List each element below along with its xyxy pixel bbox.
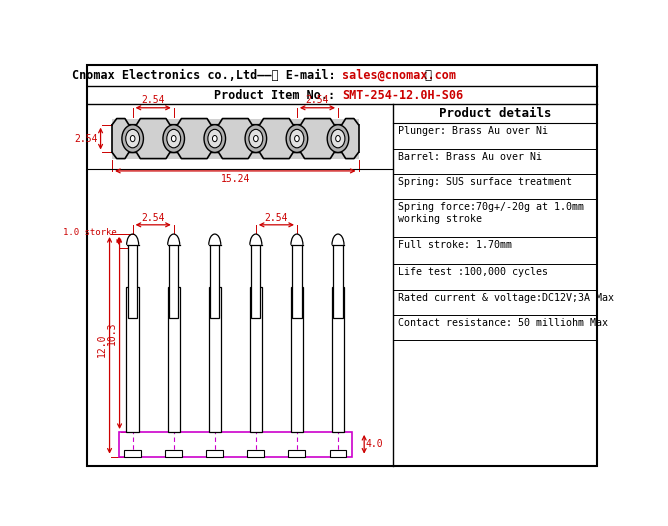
- Text: 2.54: 2.54: [142, 213, 165, 222]
- Text: 4.0: 4.0: [365, 439, 383, 449]
- Text: 10.3: 10.3: [108, 321, 118, 345]
- Ellipse shape: [204, 125, 226, 153]
- Ellipse shape: [245, 125, 267, 153]
- Ellipse shape: [122, 125, 144, 153]
- Text: SMT-254-12.0H-S06: SMT-254-12.0H-S06: [343, 89, 464, 102]
- Text: Contact resistance: 50 milliohm Max: Contact resistance: 50 milliohm Max: [397, 318, 608, 328]
- Text: 1.0 storke: 1.0 storke: [63, 228, 116, 237]
- Text: Full stroke: 1.70mm: Full stroke: 1.70mm: [397, 240, 512, 250]
- Bar: [124, 450, 141, 457]
- Ellipse shape: [331, 129, 345, 148]
- Text: 15.24: 15.24: [220, 174, 250, 184]
- Bar: [247, 450, 265, 457]
- Text: Life test :100,000 cycles: Life test :100,000 cycles: [397, 267, 548, 277]
- Text: Cnomax Electronics co.,Ltd——（ E-mail:: Cnomax Electronics co.,Ltd——（ E-mail:: [71, 69, 343, 82]
- Bar: [128, 245, 137, 318]
- Text: 2.54: 2.54: [306, 96, 329, 106]
- Bar: [250, 287, 262, 432]
- Ellipse shape: [126, 129, 140, 148]
- Bar: [332, 287, 344, 432]
- Bar: [206, 450, 223, 457]
- Bar: [169, 245, 178, 318]
- Bar: [291, 287, 303, 432]
- Bar: [329, 450, 347, 457]
- Ellipse shape: [208, 129, 222, 148]
- Text: Rated current & voltage:DC12V;3A Max: Rated current & voltage:DC12V;3A Max: [397, 292, 614, 302]
- Ellipse shape: [249, 129, 263, 148]
- Ellipse shape: [336, 136, 340, 141]
- Ellipse shape: [212, 136, 217, 141]
- Text: Spring force:70g+/-20g at 1.0mm
working stroke: Spring force:70g+/-20g at 1.0mm working …: [397, 203, 584, 224]
- Ellipse shape: [254, 136, 258, 141]
- Text: Spring: SUS surface treatment: Spring: SUS surface treatment: [397, 177, 572, 187]
- Bar: [165, 450, 182, 457]
- Bar: [210, 245, 219, 318]
- Text: 12.0: 12.0: [98, 333, 108, 357]
- Ellipse shape: [286, 125, 308, 153]
- Ellipse shape: [290, 129, 304, 148]
- Bar: [293, 245, 301, 318]
- Ellipse shape: [327, 125, 349, 153]
- Text: Barrel: Brass Au over Ni: Barrel: Brass Au over Ni: [397, 151, 542, 161]
- Bar: [333, 245, 343, 318]
- Bar: [251, 245, 261, 318]
- Bar: [168, 287, 180, 432]
- Bar: [208, 287, 221, 432]
- Text: ）: ）: [425, 69, 432, 82]
- Ellipse shape: [167, 129, 180, 148]
- Bar: [126, 287, 139, 432]
- Bar: [119, 432, 352, 457]
- Ellipse shape: [130, 136, 135, 141]
- Bar: [112, 118, 359, 159]
- Ellipse shape: [163, 125, 184, 153]
- Text: Product details: Product details: [439, 107, 551, 120]
- Text: 2.54: 2.54: [142, 96, 165, 106]
- Ellipse shape: [295, 136, 299, 141]
- Text: 2.54: 2.54: [265, 213, 288, 222]
- Text: Product Item No.:: Product Item No.:: [214, 89, 343, 102]
- Text: sales@cnomax.com: sales@cnomax.com: [343, 69, 456, 82]
- Bar: [289, 450, 305, 457]
- Text: 1: 1: [130, 264, 136, 274]
- Text: 2.54: 2.54: [75, 134, 98, 144]
- Text: Plunger: Brass Au over Ni: Plunger: Brass Au over Ni: [397, 126, 548, 136]
- Ellipse shape: [172, 136, 176, 141]
